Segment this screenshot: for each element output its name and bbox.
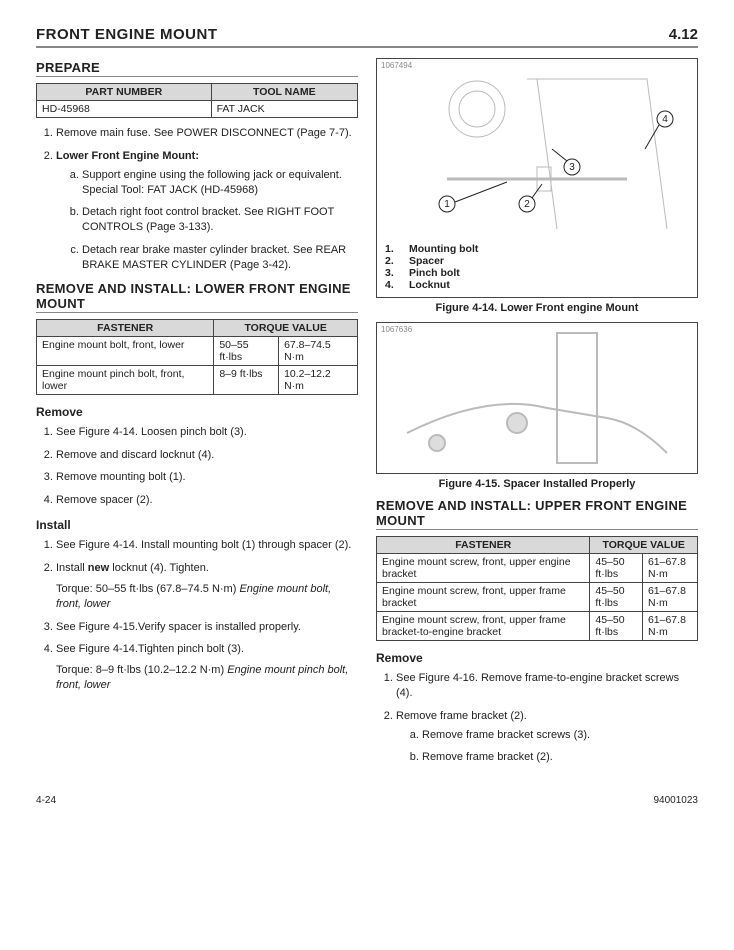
list-item: Install new locknut (4). Tighten. Torque… — [56, 561, 358, 612]
document-number: 94001023 — [654, 795, 699, 806]
list-item: Remove frame bracket (2). — [422, 750, 698, 765]
prepare-substeps: Support engine using the following jack … — [56, 168, 358, 273]
page-title: FRONT ENGINE MOUNT — [36, 26, 218, 43]
svg-text:2: 2 — [524, 199, 530, 210]
torque-col-value: TORQUE VALUE — [214, 319, 358, 336]
list-item: Lower Front Engine Mount: Support engine… — [56, 149, 358, 273]
right-column: 1067494 1 2 3 — [376, 58, 698, 773]
figure-image: 1 2 3 4 — [377, 59, 697, 239]
remove-steps: See Figure 4-14. Loosen pinch bolt (3). … — [36, 425, 358, 508]
svg-text:3: 3 — [569, 162, 575, 173]
list-item: Remove frame bracket screws (3). — [422, 728, 698, 743]
prepare-steps: Remove main fuse. See POWER DISCONNECT (… — [36, 126, 358, 273]
table-row: Engine mount pinch bolt, front, lower 8–… — [37, 365, 358, 394]
page-number: 4-24 — [36, 795, 56, 806]
list-item: Remove mounting bolt (1). — [56, 470, 358, 485]
remove-heading-upper: Remove — [376, 651, 698, 665]
list-item: Remove main fuse. See POWER DISCONNECT (… — [56, 126, 358, 141]
list-item: See Figure 4-14. Install mounting bolt (… — [56, 538, 358, 553]
list-item: Detach rear brake master cylinder bracke… — [82, 243, 358, 273]
figure-image — [377, 323, 697, 473]
remove-steps-upper: See Figure 4-16. Remove frame-to-engine … — [376, 671, 698, 765]
figure-4-15-caption: Figure 4-15. Spacer Installed Properly — [376, 478, 698, 490]
torque-table-upper: FASTENER TORQUE VALUE Engine mount screw… — [376, 536, 698, 641]
prepare-heading: PREPARE — [36, 60, 358, 77]
section-number: 4.12 — [669, 26, 698, 43]
list-item: See Figure 4-14. Loosen pinch bolt (3). — [56, 425, 358, 440]
install-heading: Install — [36, 518, 358, 532]
figure-4-14-caption: Figure 4-14. Lower Front engine Mount — [376, 302, 698, 314]
list-item: Support engine using the following jack … — [82, 168, 358, 198]
list-item: See Figure 4-15.Verify spacer is install… — [56, 620, 358, 635]
table-row: Engine mount screw, front, upper frame b… — [377, 612, 698, 641]
figure-4-14: 1067494 1 2 3 — [376, 58, 698, 298]
torque-col-fastener: FASTENER — [37, 319, 214, 336]
tool-table: PART NUMBER TOOL NAME HD-45968 FAT JACK — [36, 83, 358, 118]
tool-col-partnum: PART NUMBER — [37, 84, 212, 101]
install-steps: See Figure 4-14. Install mounting bolt (… — [36, 538, 358, 693]
torque-table-lower: FASTENER TORQUE VALUE Engine mount bolt,… — [36, 319, 358, 395]
list-item: Detach right foot control bracket. See R… — [82, 205, 358, 235]
list-item: Remove and discard locknut (4). — [56, 448, 358, 463]
ri-lower-heading: REMOVE AND INSTALL: LOWER FRONT ENGINE M… — [36, 281, 358, 313]
remove-substeps-upper: Remove frame bracket screws (3). Remove … — [396, 728, 698, 766]
table-row: Engine mount screw, front, upper engine … — [377, 554, 698, 583]
page-footer: 4-24 94001023 — [36, 795, 698, 806]
list-item: Remove spacer (2). — [56, 493, 358, 508]
table-row: Engine mount screw, front, upper frame b… — [377, 583, 698, 612]
tool-name: FAT JACK — [211, 101, 357, 118]
table-row: Engine mount bolt, front, lower 50–55 ft… — [37, 336, 358, 365]
table-row: HD-45968 FAT JACK — [37, 101, 358, 118]
remove-heading: Remove — [36, 405, 358, 419]
page-header: FRONT ENGINE MOUNT 4.12 — [36, 26, 698, 48]
left-column: PREPARE PART NUMBER TOOL NAME HD-45968 F… — [36, 58, 358, 773]
tool-col-name: TOOL NAME — [211, 84, 357, 101]
svg-text:1: 1 — [444, 199, 450, 210]
list-item: Remove frame bracket (2). Remove frame b… — [396, 709, 698, 766]
figure-legend: 1.Mounting bolt 2.Spacer 3.Pinch bolt 4.… — [377, 239, 697, 297]
list-item: See Figure 4-14.Tighten pinch bolt (3). … — [56, 642, 358, 693]
two-column-layout: PREPARE PART NUMBER TOOL NAME HD-45968 F… — [36, 58, 698, 773]
figure-4-15: 1067636 — [376, 322, 698, 474]
tool-partnum: HD-45968 — [37, 101, 212, 118]
ri-upper-heading: REMOVE AND INSTALL: UPPER FRONT ENGINE M… — [376, 498, 698, 530]
list-item: See Figure 4-16. Remove frame-to-engine … — [396, 671, 698, 701]
svg-text:4: 4 — [662, 114, 668, 125]
